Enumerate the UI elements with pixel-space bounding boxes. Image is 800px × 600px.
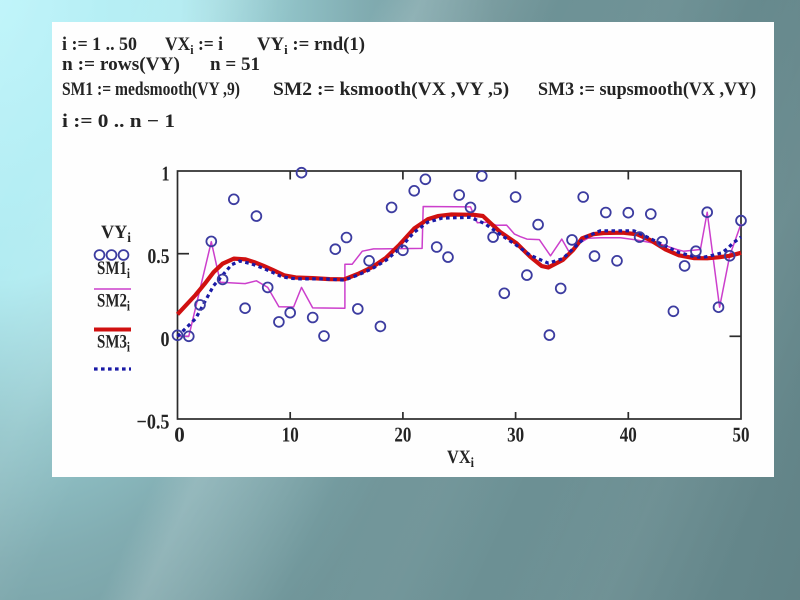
svg-text:−0.5: −0.5 <box>137 410 170 434</box>
svg-text:SM2i: SM2i <box>97 291 130 315</box>
svg-text:20: 20 <box>394 423 411 447</box>
svg-text:10: 10 <box>282 423 299 447</box>
svg-text:50: 50 <box>733 423 750 447</box>
svg-text:1: 1 <box>162 162 170 186</box>
svg-text:0.5: 0.5 <box>148 244 170 268</box>
svg-text:0: 0 <box>174 423 185 447</box>
svg-text:40: 40 <box>620 423 637 447</box>
svg-text:VYi: VYi <box>101 222 131 246</box>
svg-text:SM3i: SM3i <box>97 332 130 356</box>
svg-text:VXi: VXi <box>447 447 474 471</box>
svg-text:0: 0 <box>161 327 170 351</box>
svg-text:SM1i: SM1i <box>97 258 130 282</box>
svg-text:30: 30 <box>507 423 524 447</box>
